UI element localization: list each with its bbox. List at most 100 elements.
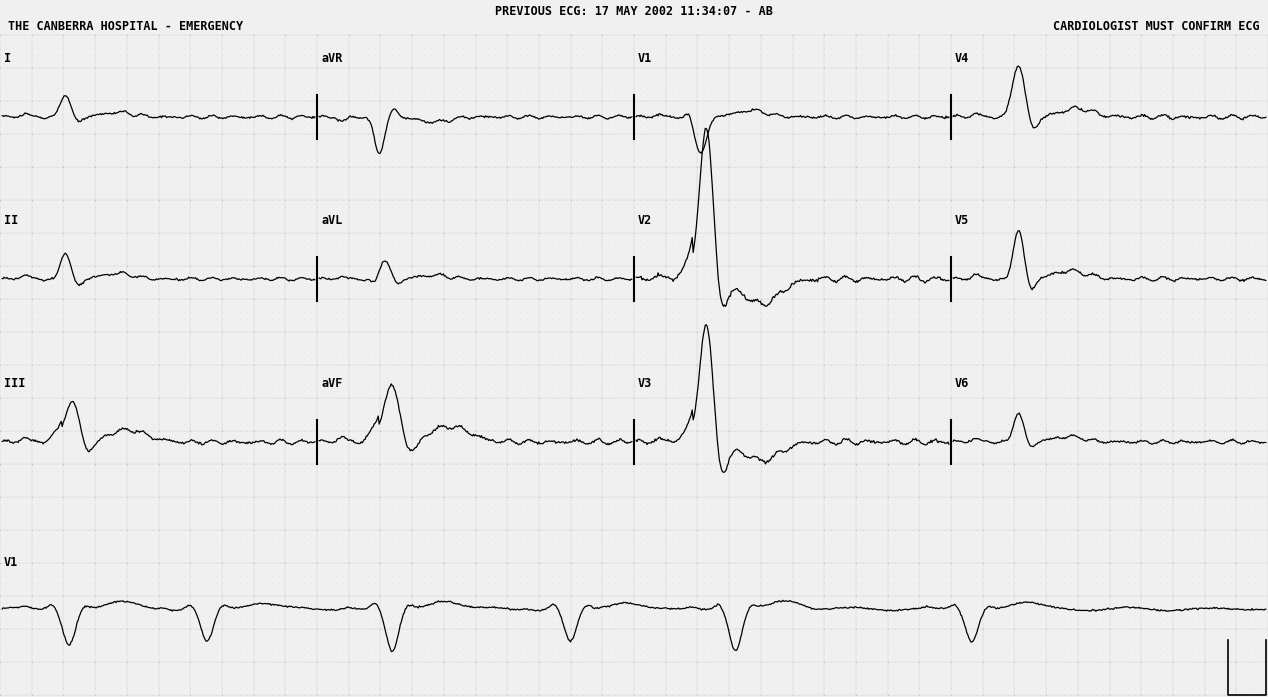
Point [408,676,429,687]
Point [1061,558,1082,569]
Point [1245,49,1265,61]
Point [877,313,898,324]
Point [947,531,967,542]
Point [377,75,397,86]
Point [795,657,815,668]
Point [573,280,593,291]
Point [586,346,606,358]
Point [656,43,676,54]
Point [256,274,276,285]
Point [1080,366,1101,377]
Point [503,597,524,608]
Point [243,148,264,160]
Point [3,135,23,146]
Point [744,89,765,100]
Point [909,95,929,107]
Point [865,63,885,74]
Point [212,465,232,476]
Point [973,29,993,40]
Point [751,650,771,661]
Point [1112,386,1132,397]
Point [1093,36,1113,47]
Point [224,247,245,259]
Point [1169,201,1189,212]
Point [1182,511,1202,522]
Point [776,676,796,687]
Point [161,670,181,681]
Point [1226,445,1246,457]
Point [193,505,213,516]
Point [814,346,834,358]
Point [922,505,942,516]
Point [858,346,879,358]
Point [973,478,993,489]
Point [941,155,961,166]
Point [941,326,961,337]
Point [896,267,917,278]
Point [1074,201,1094,212]
Point [592,346,612,358]
Point [1194,406,1215,417]
Point [1049,56,1069,67]
Point [852,194,872,206]
Point [1023,221,1044,232]
Point [484,89,505,100]
Point [998,386,1018,397]
Point [757,287,777,298]
Point [1055,650,1075,661]
Point [0,339,16,351]
Point [522,445,543,457]
Point [992,676,1012,687]
Point [725,412,746,423]
Point [174,89,194,100]
Point [472,122,492,133]
Point [1055,109,1075,120]
Point [320,657,340,668]
Point [656,300,676,311]
Point [478,505,498,516]
Point [459,227,479,238]
Point [1201,445,1221,457]
Point [801,162,822,173]
Point [649,326,670,337]
Point [212,379,232,390]
Point [41,227,61,238]
Point [180,670,200,681]
Point [1220,353,1240,364]
Point [713,69,733,80]
Point [491,162,511,173]
Point [592,227,612,238]
Point [1182,49,1202,61]
Point [377,564,397,575]
Point [415,201,435,212]
Point [884,505,904,516]
Point [465,155,486,166]
Point [1239,115,1259,126]
Point [782,445,803,457]
Point [675,307,695,318]
Point [884,452,904,463]
Point [719,544,739,556]
Point [820,333,841,344]
Point [592,82,612,93]
Point [896,155,917,166]
Point [637,82,657,93]
Point [326,247,346,259]
Point [1049,459,1069,470]
Point [1252,56,1268,67]
Point [440,564,460,575]
Point [3,82,23,93]
Point [560,558,581,569]
Point [1131,339,1151,351]
Point [516,551,536,562]
Point [1252,425,1268,436]
Point [1061,267,1082,278]
Point [212,168,232,179]
Point [915,366,936,377]
Point [1144,491,1164,503]
Point [1030,63,1050,74]
Point [643,36,663,47]
Point [706,459,727,470]
Point [700,419,720,430]
Point [935,274,955,285]
